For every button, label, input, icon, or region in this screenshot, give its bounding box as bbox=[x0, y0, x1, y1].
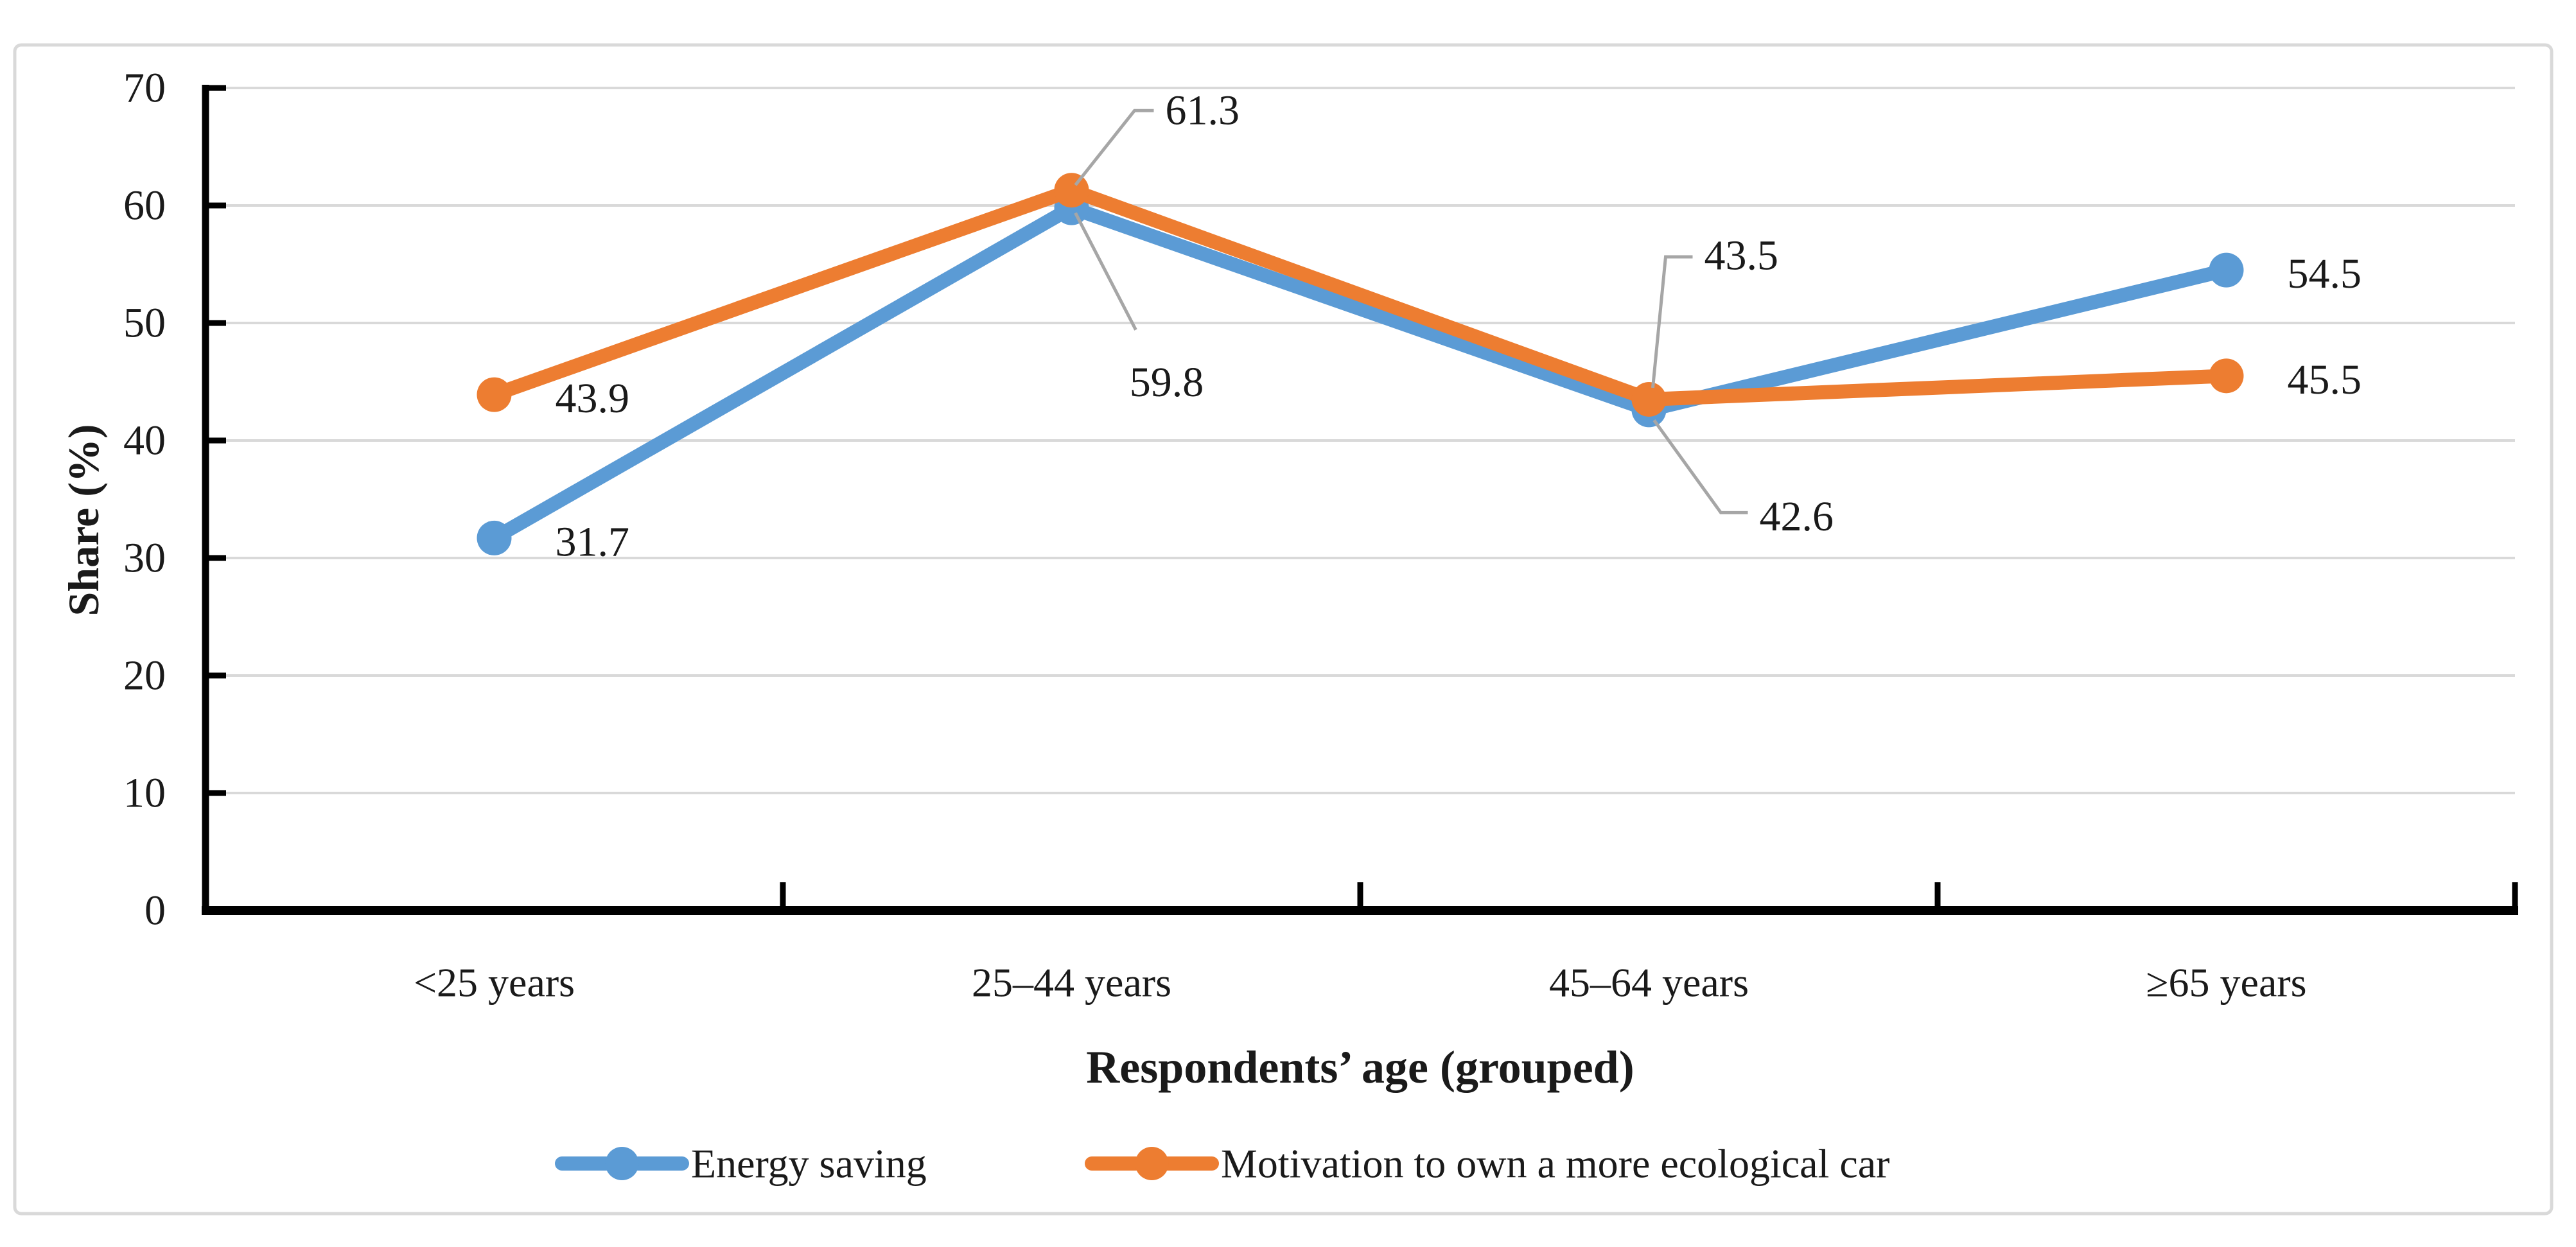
legend-marker-dot bbox=[605, 1147, 639, 1180]
y-tick-label: 0 bbox=[145, 887, 166, 934]
data-label: 54.5 bbox=[2288, 250, 2362, 297]
leader-line bbox=[1652, 419, 1748, 514]
leader-line bbox=[1074, 109, 1154, 186]
figure-border bbox=[13, 43, 2554, 1216]
data-label: 61.3 bbox=[1166, 87, 1240, 134]
data-point-marker-energy-saving bbox=[477, 520, 512, 555]
legend-item-motivation-to-own-a-more-ecological-car: Motivation to own a more ecological car bbox=[1085, 1141, 1889, 1187]
y-tick-label: 10 bbox=[123, 770, 166, 817]
x-category-label: 25–44 years bbox=[972, 960, 1171, 1006]
axes: 0 10 20 30 40 50 60 70 bbox=[123, 65, 2518, 934]
data-point-marker-motivation-to-own-a-more-ecological-car bbox=[2209, 358, 2244, 394]
y-tick-label: 50 bbox=[123, 300, 166, 347]
data-label-leader-lines bbox=[1074, 109, 1748, 514]
data-label: 31.7 bbox=[556, 518, 630, 565]
data-labels: 31.7 59.8 42.6 54.5 43.9 61.3 43.5 45.5 bbox=[556, 87, 2362, 566]
legend-label: Energy saving bbox=[691, 1141, 927, 1187]
y-tick-label: 30 bbox=[123, 535, 166, 582]
legend: Energy saving Motivation to own a more ec… bbox=[555, 1141, 1889, 1187]
legend-item-energy-saving: Energy saving bbox=[555, 1141, 927, 1187]
x-category-label: ≥65 years bbox=[2146, 960, 2306, 1006]
data-label: 59.8 bbox=[1130, 359, 1204, 406]
y-tick-label: 40 bbox=[123, 417, 166, 464]
data-label: 43.9 bbox=[556, 375, 630, 422]
data-point-marker-energy-saving bbox=[2209, 252, 2244, 288]
series-motivation-to-own-a-more-ecological-car bbox=[477, 173, 2244, 417]
x-category-label: <25 years bbox=[414, 960, 575, 1006]
x-category-label: 45–64 years bbox=[1549, 960, 1749, 1006]
y-tick-label: 70 bbox=[123, 65, 166, 112]
series-line-motivation-to-own-a-more-ecological-car bbox=[487, 183, 2234, 406]
series-line-energy-saving bbox=[487, 200, 2234, 545]
data-label: 45.5 bbox=[2288, 356, 2362, 403]
gridlines bbox=[206, 87, 2515, 794]
data-point-marker-motivation-to-own-a-more-ecological-car bbox=[1631, 381, 1667, 417]
y-axis-title: Share (%) bbox=[59, 424, 108, 616]
x-category-labels: <25 years 25–44 years 45–64 years ≥65 years bbox=[414, 960, 2307, 1006]
x-axis-title: Respondents’ age (grouped) bbox=[1086, 1042, 1634, 1093]
data-point-marker-motivation-to-own-a-more-ecological-car bbox=[477, 377, 512, 412]
data-label: 42.6 bbox=[1760, 493, 1834, 540]
data-label: 43.5 bbox=[1704, 232, 1779, 279]
leader-line bbox=[1074, 212, 1137, 331]
legend-label: Motivation to own a more ecological car bbox=[1221, 1141, 1889, 1187]
data-point-marker-motivation-to-own-a-more-ecological-car bbox=[1054, 173, 1089, 208]
y-tick-label: 20 bbox=[123, 652, 166, 699]
series bbox=[477, 173, 2244, 555]
leader-line bbox=[1651, 255, 1693, 388]
legend-marker-dot bbox=[1135, 1147, 1169, 1180]
y-tick-label: 60 bbox=[123, 182, 166, 229]
